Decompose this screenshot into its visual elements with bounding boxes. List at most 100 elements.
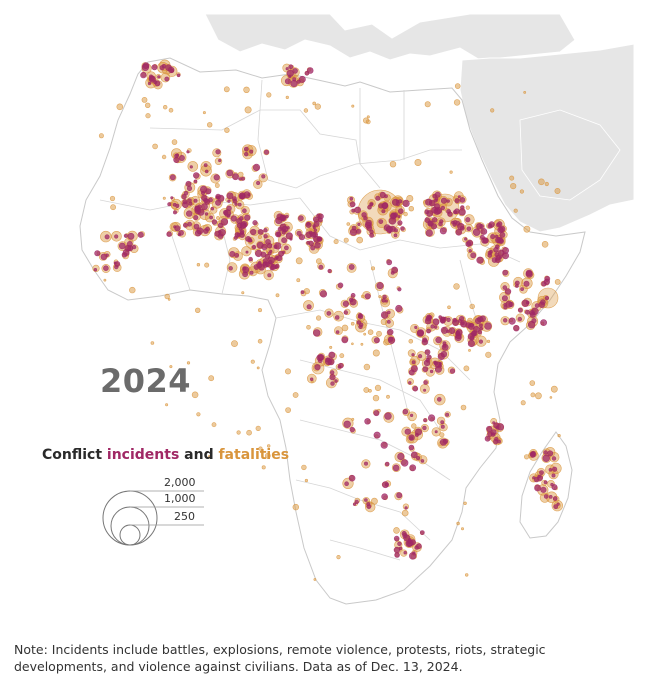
incident-bubble [394,552,400,558]
fatality-bubble [316,315,322,321]
fatality-bubble [191,391,199,399]
incident-bubble [397,541,402,546]
incident-bubble [169,174,176,181]
incident-bubble [249,270,254,275]
incident-bubble [472,228,481,236]
fatality-bubble [439,432,445,438]
incident-bubble [379,191,386,199]
incident-bubble [497,221,503,227]
fatality-bubble [257,338,263,344]
incident-bubble [250,228,257,236]
incident-bubble [426,354,432,360]
incident-bubble [380,441,388,449]
incident-bubble [292,68,298,74]
fatality-bubble [468,348,471,352]
incident-bubble [305,221,312,228]
incident-bubble [330,381,335,386]
incident-bubble [312,224,316,228]
incident-bubble [261,174,266,179]
incident-bubble [351,225,357,231]
incident-bubble [543,450,548,455]
incident-bubble [459,315,465,322]
incident-bubble [193,172,200,179]
incident-bubble [200,185,208,193]
fatality-bubble [303,108,309,113]
fatality-bubble [244,106,252,114]
incident-bubble [267,273,272,278]
incident-bubble [458,208,466,216]
fatality-bubble [315,258,322,265]
incident-bubble [524,309,530,315]
incident-bubble [142,62,150,69]
incident-bubble [422,337,428,343]
legend-title-prefix: Conflict [42,447,107,463]
incident-bubble [352,502,357,506]
fatality-bubble [196,263,201,267]
incident-bubble [140,71,147,79]
incident-bubble [358,314,364,320]
incident-bubble [391,198,399,206]
incident-bubble [285,232,293,240]
incident-bubble [497,226,504,234]
incident-bubble [397,215,401,219]
incident-bubble [282,250,286,254]
fatality-bubble [333,239,339,245]
fatality-bubble [285,95,289,99]
incident-bubble [513,325,520,332]
fatality-bubble [351,417,355,421]
incident-bubble [434,191,441,198]
legend-circle-2000 [102,490,158,546]
incident-bubble [501,295,508,302]
incident-bubble [348,297,354,303]
incident-bubble [166,231,172,237]
fatality-bubble [360,294,365,299]
incident-bubble [281,230,286,235]
incident-bubble [232,198,238,204]
fatality-bubble [393,527,400,534]
incident-bubble [251,244,257,250]
incident-bubble [328,351,336,359]
incident-bubble [310,245,316,251]
incident-bubble [185,180,192,187]
incident-bubble [366,502,371,507]
incident-bubble [548,467,553,472]
incident-bubble [164,76,170,82]
incident-bubble [504,288,512,295]
footnote: Note: Incidents include battles, explosi… [14,642,546,674]
legend-title-incidents: incidents [106,447,180,463]
incident-bubble [314,364,321,371]
incident-bubble [194,230,202,237]
fatality-bubble [168,107,174,113]
fatality-bubble [541,241,549,248]
incident-bubble [200,203,208,211]
fatality-bubble [453,283,460,290]
incident-bubble [466,226,472,232]
incident-bubble [551,473,556,478]
incident-bubble [233,235,238,240]
fatality-bubble [538,178,545,186]
fatality-bubble [509,175,515,181]
fatality-bubble [313,578,317,581]
incident-bubble [388,336,394,342]
incident-bubble [381,493,388,501]
incident-bubble [538,301,545,308]
incident-bubble [442,341,447,346]
incident-bubble [428,414,436,422]
fatality-bubble [216,216,220,220]
incident-bubble [488,221,495,228]
incident-bubble [205,226,210,232]
incident-bubble [238,177,242,181]
incident-bubble [263,228,268,233]
legend-value-1000: 1,000 [164,492,196,505]
incident-bubble [548,494,553,499]
fatality-bubble [103,278,107,282]
incident-bubble [312,235,320,243]
incident-bubble [154,80,161,87]
incident-bubble [468,249,472,253]
incident-bubble [464,237,468,241]
incident-bubble [404,428,411,435]
incident-bubble [230,215,237,222]
incident-bubble [398,199,403,204]
fatality-bubble [449,170,453,174]
incident-bubble [242,208,247,213]
